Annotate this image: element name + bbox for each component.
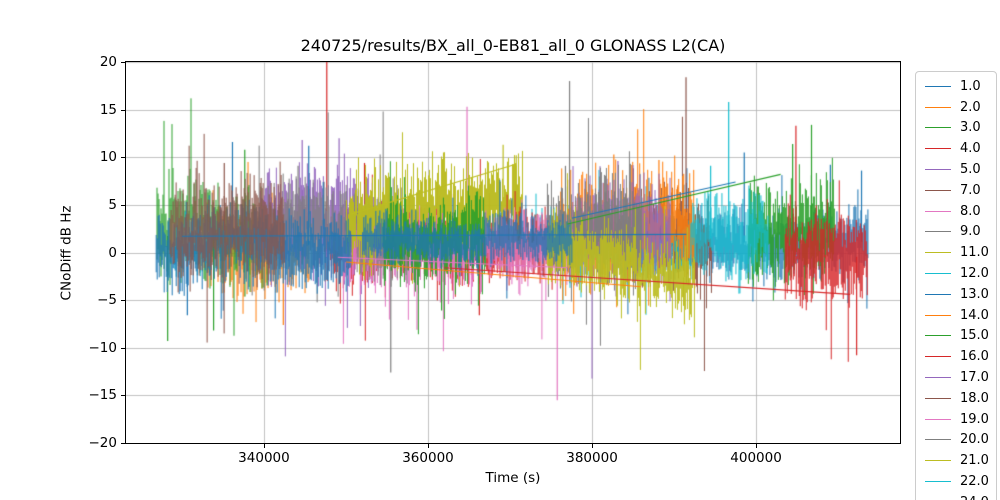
legend-entry: 5.0	[916, 159, 996, 180]
y-tick-label: 20	[99, 54, 117, 70]
y-tick-label: −5	[97, 292, 117, 309]
legend-entry: 15.0	[916, 326, 996, 347]
legend-entry: 21.0	[916, 450, 996, 471]
legend-entry-label: 17.0	[960, 370, 989, 386]
legend-entry-label: 2.0	[960, 99, 981, 115]
legend-entry: 3.0	[916, 118, 996, 139]
x-tick-label: 400000	[730, 450, 782, 466]
legend-entry: 24.0	[916, 492, 996, 500]
x-axis-label: Time (s)	[485, 470, 541, 486]
legend-entry-label: 21.0	[960, 453, 989, 469]
legend-entry-label: 5.0	[960, 162, 981, 178]
legend-entry-label: 3.0	[960, 120, 981, 136]
y-tick-label: −15	[88, 387, 118, 404]
legend-entry: 18.0	[916, 388, 996, 409]
legend-entry-label: 20.0	[960, 432, 989, 448]
legend-entry-label: 8.0	[960, 203, 981, 219]
legend: 1.0 2.0 3.0 4.0 5.0 7.0 8.0 9.0 11.0 12.0 13.0 14.0…	[915, 71, 997, 500]
y-tick-label: 0	[108, 244, 117, 261]
legend-entry: 12.0	[916, 263, 996, 284]
legend-line-sample-icon	[925, 169, 951, 171]
y-tick	[121, 395, 125, 397]
legend-line-sample-icon	[925, 273, 951, 275]
legend-entry-label: 24.0	[960, 495, 989, 500]
y-tick-label: 5	[108, 196, 117, 213]
y-tick	[121, 443, 125, 444]
y-tick-label: −20	[88, 435, 118, 451]
legend-line-sample-icon	[925, 252, 951, 254]
legend-entry: 14.0	[916, 305, 996, 326]
x-tick	[756, 444, 758, 448]
y-tick	[121, 109, 125, 111]
legend-line-sample-icon	[925, 85, 951, 87]
x-tick-label: 360000	[402, 450, 454, 466]
legend-entry: 11.0	[916, 242, 996, 263]
y-tick	[121, 252, 125, 254]
legend-entry-label: 22.0	[960, 474, 989, 490]
x-tick	[592, 444, 594, 448]
legend-line-sample-icon	[925, 106, 951, 108]
legend-line-sample-icon	[925, 189, 951, 191]
x-tick-label: 340000	[238, 450, 290, 466]
legend-line-sample-icon	[925, 460, 951, 462]
legend-line-sample-icon	[925, 231, 951, 233]
y-tick	[121, 347, 125, 349]
y-tick-label: 15	[99, 101, 117, 118]
legend-entry-label: 14.0	[960, 307, 989, 323]
legend-entry-label: 7.0	[960, 182, 981, 198]
y-tick-label: 10	[99, 149, 117, 166]
legend-entry-label: 12.0	[960, 266, 989, 282]
legend-entry: 4.0	[916, 138, 996, 159]
x-tick	[263, 444, 265, 448]
legend-line-sample-icon	[925, 335, 951, 337]
legend-line-sample-icon	[925, 210, 951, 212]
x-tick	[427, 444, 429, 448]
plot-canvas	[126, 62, 900, 443]
legend-line-sample-icon	[925, 356, 951, 358]
legend-line-sample-icon	[925, 481, 951, 483]
y-tick-label: −10	[88, 339, 118, 356]
legend-line-sample-icon	[925, 439, 951, 441]
y-tick	[121, 300, 125, 302]
legend-entry-label: 18.0	[960, 390, 989, 406]
plot-title: 240725/results/BX_all_0-EB81_all_0 GLONA…	[300, 36, 726, 55]
legend-entry-label: 19.0	[960, 411, 989, 427]
legend-line-sample-icon	[925, 148, 951, 150]
legend-entry-label: 15.0	[960, 328, 989, 344]
legend-entry: 20.0	[916, 430, 996, 451]
legend-entry-label: 4.0	[960, 141, 981, 157]
legend-line-sample-icon	[925, 377, 951, 379]
legend-entry-label: 11.0	[960, 245, 989, 261]
legend-entry: 9.0	[916, 222, 996, 243]
legend-line-sample-icon	[925, 293, 951, 295]
legend-line-sample-icon	[925, 397, 951, 399]
legend-entry-label: 9.0	[960, 224, 981, 240]
legend-entry: 22.0	[916, 471, 996, 492]
legend-entry: 19.0	[916, 409, 996, 430]
x-tick-label: 380000	[566, 450, 618, 466]
legend-entry: 7.0	[916, 180, 996, 201]
legend-entry: 2.0	[916, 97, 996, 118]
legend-entry: 1.0	[916, 76, 996, 97]
plot-area	[125, 61, 901, 444]
legend-entry: 13.0	[916, 284, 996, 305]
legend-entry: 17.0	[916, 367, 996, 388]
legend-entry-label: 1.0	[960, 78, 981, 94]
legend-entry-label: 16.0	[960, 349, 989, 365]
y-tick	[121, 157, 125, 159]
legend-line-sample-icon	[925, 418, 951, 420]
legend-entry-label: 13.0	[960, 286, 989, 302]
legend-line-sample-icon	[925, 314, 951, 316]
legend-entry: 16.0	[916, 346, 996, 367]
y-tick	[121, 62, 125, 63]
legend-line-sample-icon	[925, 127, 951, 129]
legend-entry: 8.0	[916, 201, 996, 222]
y-tick	[121, 204, 125, 206]
